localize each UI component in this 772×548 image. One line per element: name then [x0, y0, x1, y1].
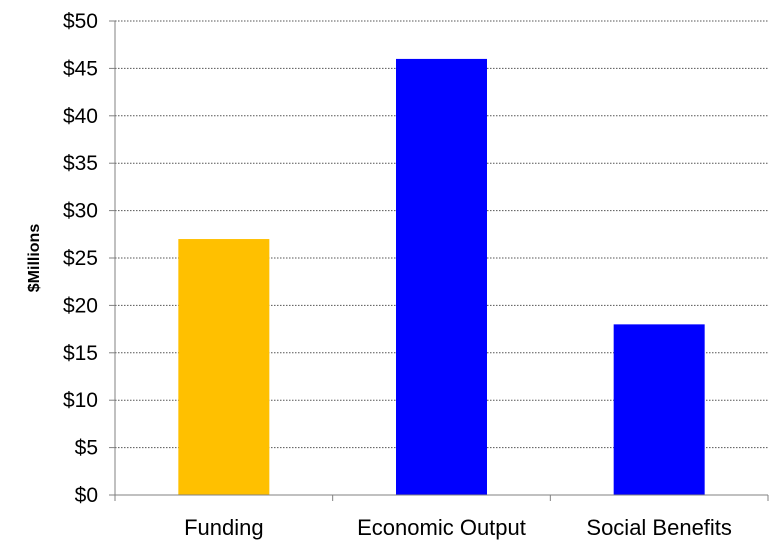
y-tick-label: $5: [75, 437, 98, 460]
y-axis-title: $Millions: [26, 224, 43, 293]
x-tick-label: Social Benefits: [586, 515, 732, 540]
y-tick-label: $15: [63, 342, 98, 365]
y-tick-label: $35: [63, 152, 98, 175]
bars: [178, 58, 705, 496]
y-tick-label: $0: [75, 484, 98, 507]
x-tick-label: Economic Output: [357, 515, 526, 540]
x-tick-label: Funding: [184, 515, 264, 540]
y-tick-label: $45: [63, 57, 98, 80]
axes: [109, 20, 769, 501]
y-tick-label: $20: [63, 294, 98, 317]
y-tick-label: $40: [63, 105, 98, 128]
y-tick-label: $30: [63, 200, 98, 223]
bar: [613, 324, 705, 495]
x-tick-labels: Funding Economic Output Social Benefits: [184, 515, 732, 540]
bar: [178, 239, 270, 495]
bar: [396, 58, 487, 496]
y-tick-label: $10: [63, 389, 98, 412]
y-tick-label: $50: [63, 10, 98, 33]
y-tick-labels: $0 $5 $10 $15 $20 $25 $30 $35 $40 $45 $50: [63, 10, 98, 507]
y-tick-label: $25: [63, 247, 98, 270]
